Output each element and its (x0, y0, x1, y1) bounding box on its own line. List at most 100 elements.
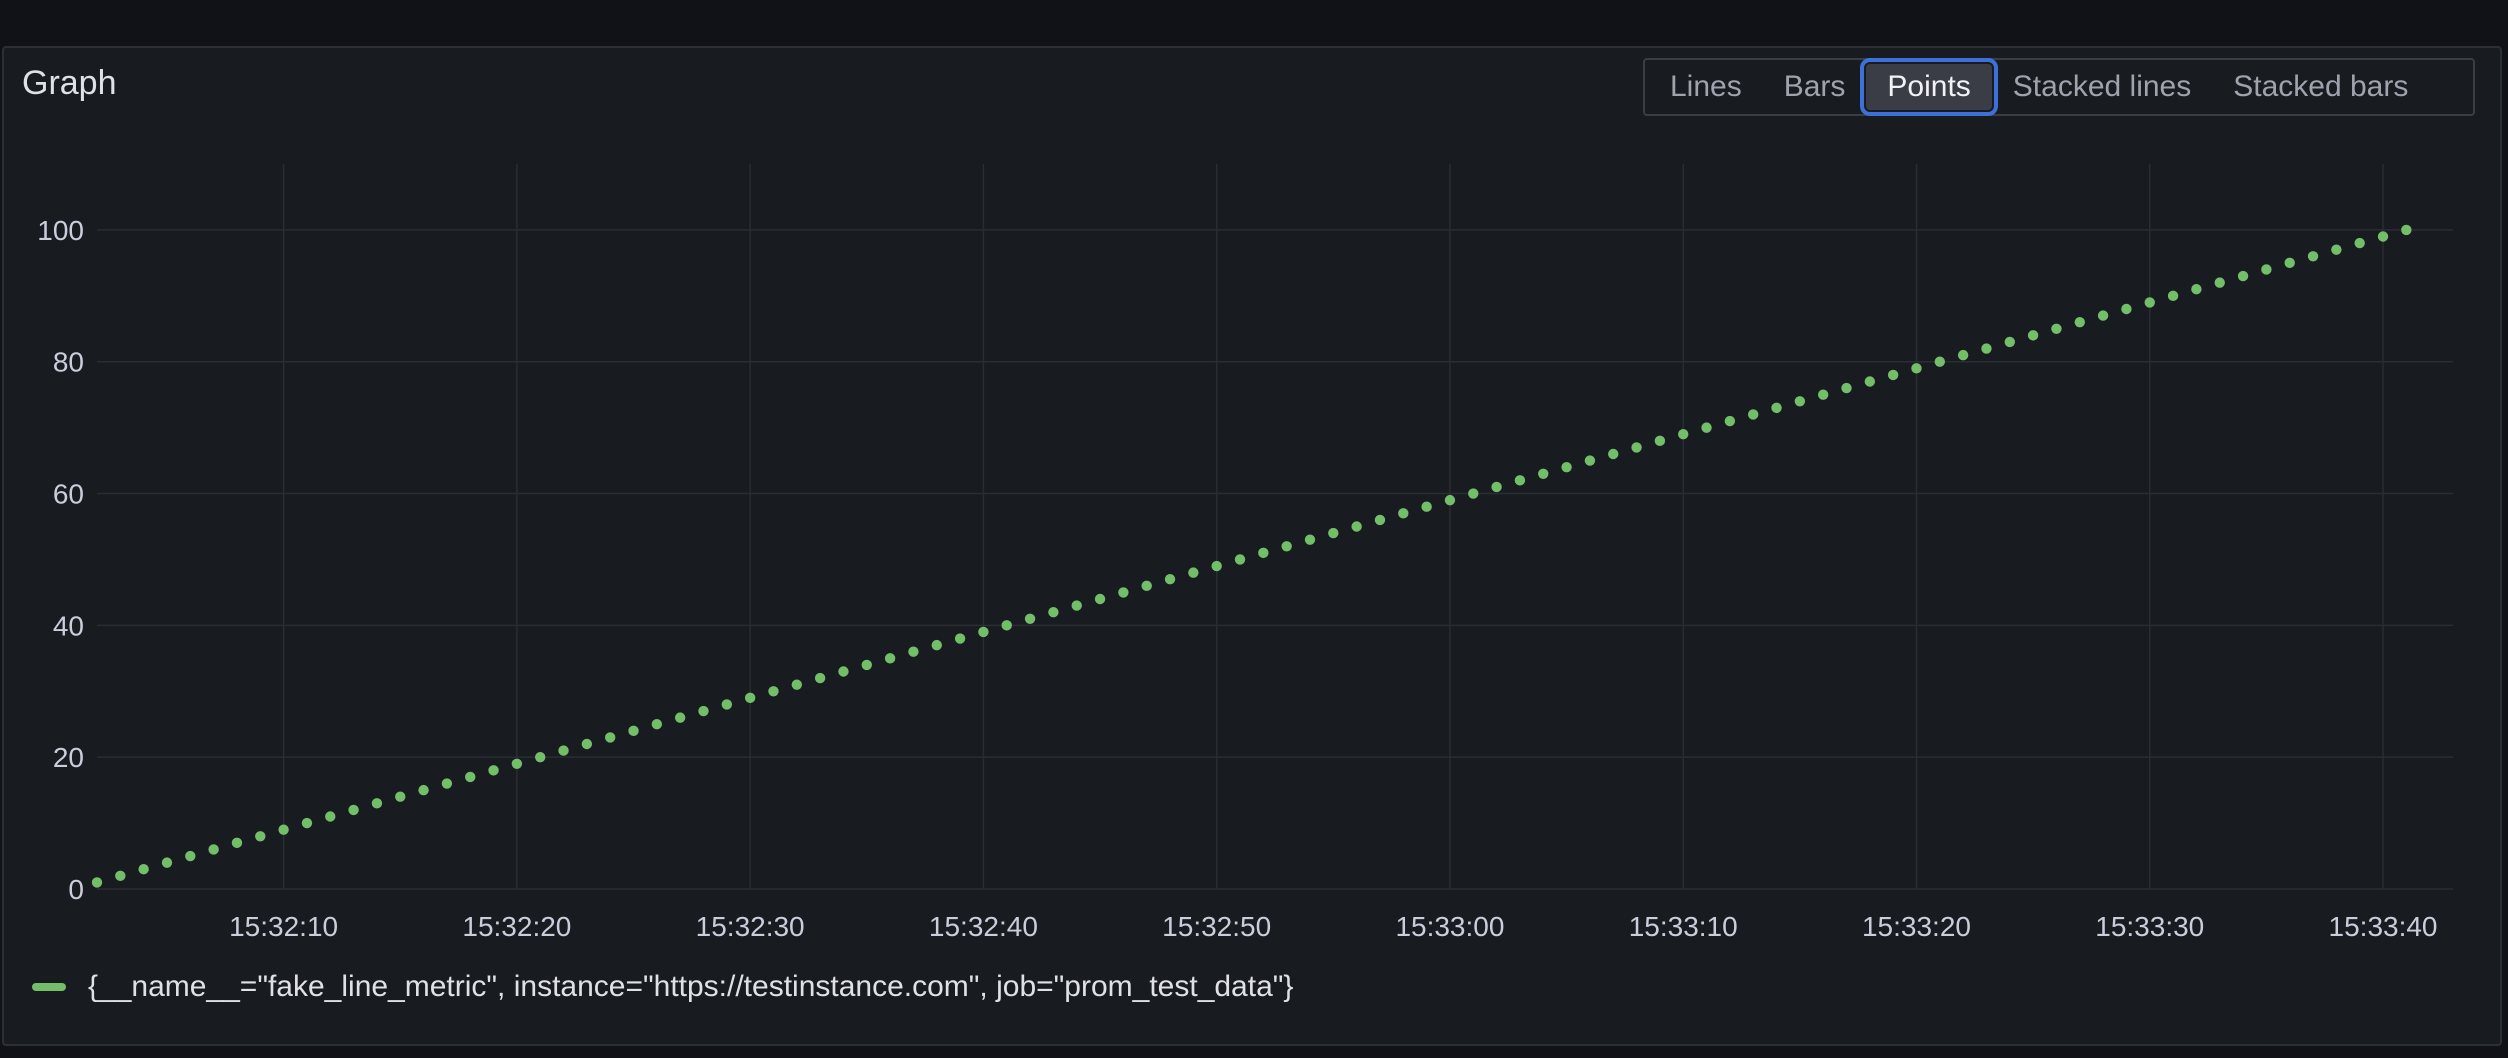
data-point (1864, 376, 1876, 387)
data-point (1981, 343, 1992, 354)
toggle-points-button[interactable]: Points (1866, 64, 1992, 110)
graph-panel (2, 46, 2502, 1046)
data-point (91, 877, 103, 888)
data-point (1771, 402, 1782, 414)
data-point (231, 837, 243, 849)
data-point (861, 659, 872, 671)
data-point (2284, 257, 2295, 269)
data-point (325, 811, 336, 822)
data-point (115, 870, 126, 882)
data-point (838, 666, 849, 677)
toggle-stacked-lines-button[interactable]: Stacked lines (2012, 70, 2192, 103)
chart-grid (97, 164, 2453, 890)
data-point (1001, 620, 1012, 631)
data-point (791, 679, 803, 690)
data-point (2307, 251, 2319, 262)
visualization-toggle: Lines Bars Points Stacked lines Stacked … (1643, 58, 2475, 116)
data-point (1514, 475, 1526, 486)
data-point (395, 791, 406, 802)
data-point (1374, 514, 1386, 526)
y-tick-label: 0 (68, 874, 84, 905)
x-tick-label: 15:33:20 (1862, 911, 1971, 942)
x-tick-label: 15:33:00 (1395, 911, 1504, 942)
legend[interactable]: {__name__="fake_line_metric", instance="… (32, 970, 1293, 1004)
data-point (511, 758, 523, 769)
data-point (185, 850, 196, 862)
data-point (418, 784, 429, 796)
data-point (1188, 567, 1199, 578)
data-point (2377, 231, 2389, 242)
data-point (768, 686, 779, 697)
data-point (744, 692, 756, 704)
data-point (1957, 349, 1969, 361)
data-point (931, 639, 942, 651)
data-point (1654, 435, 1666, 447)
toggle-stacked-bars-button[interactable]: Stacked bars (2233, 70, 2409, 103)
data-point (1841, 382, 1852, 394)
data-point (371, 798, 383, 809)
data-point (2191, 284, 2202, 295)
data-point (441, 778, 453, 789)
x-tick-label: 15:32:30 (696, 911, 805, 942)
data-point (488, 765, 499, 776)
y-tick-label: 40 (53, 610, 84, 641)
data-point (1584, 455, 1596, 466)
data-point (278, 824, 289, 835)
data-point (208, 844, 219, 855)
data-point (2027, 330, 2039, 341)
data-point (558, 745, 569, 756)
data-point (1444, 494, 1456, 506)
data-point (138, 864, 149, 875)
data-point (908, 646, 919, 657)
series-points (91, 224, 2412, 888)
data-point (604, 732, 616, 743)
data-point (1094, 593, 1106, 605)
data-point (978, 626, 989, 638)
y-tick-label: 100 (37, 215, 84, 246)
data-point (1281, 541, 1292, 552)
data-point (301, 817, 313, 829)
data-point (1304, 534, 1316, 545)
data-point (1794, 396, 1806, 407)
x-axis: 15:32:10 15:32:20 15:32:30 15:32:40 15:32:50… (229, 911, 2437, 942)
data-point (1398, 508, 1409, 519)
data-point (2237, 270, 2249, 282)
data-point (2354, 237, 2365, 249)
y-tick-label: 60 (53, 479, 84, 510)
data-point (2214, 277, 2225, 288)
x-tick-label: 15:32:20 (462, 911, 571, 942)
toggle-bars-button[interactable]: Bars (1783, 70, 1846, 103)
top-strip (0, 0, 2508, 46)
panel-title: Graph (22, 64, 117, 102)
data-point (2261, 264, 2272, 275)
toggle-lines-button[interactable]: Lines (1670, 70, 1742, 103)
data-point (1234, 554, 1246, 565)
data-point (814, 672, 826, 684)
data-point (1141, 580, 1152, 592)
data-point (1164, 574, 1176, 585)
data-point (1048, 606, 1059, 618)
x-tick-label: 15:33:30 (2095, 911, 2204, 942)
data-point (1258, 547, 1269, 559)
y-axis: 0 20 40 60 80 100 (37, 215, 84, 905)
x-tick-label: 15:32:10 (229, 911, 338, 942)
data-point (1118, 587, 1129, 598)
data-point (721, 699, 733, 710)
data-point (2401, 224, 2412, 236)
y-tick-label: 80 (53, 347, 84, 378)
data-point (1328, 527, 1339, 539)
data-point (1538, 468, 1549, 479)
data-point (581, 738, 593, 750)
data-point (698, 705, 709, 717)
data-point (954, 633, 966, 644)
data-point (535, 751, 546, 763)
x-tick-label: 15:33:10 (1629, 911, 1738, 942)
x-tick-label: 15:33:40 (2329, 911, 2438, 942)
data-point (465, 771, 476, 783)
data-point (1211, 560, 1222, 572)
data-point (1747, 409, 1759, 420)
data-point (1608, 448, 1619, 460)
data-point (1934, 356, 1946, 367)
data-point (1817, 389, 1829, 400)
